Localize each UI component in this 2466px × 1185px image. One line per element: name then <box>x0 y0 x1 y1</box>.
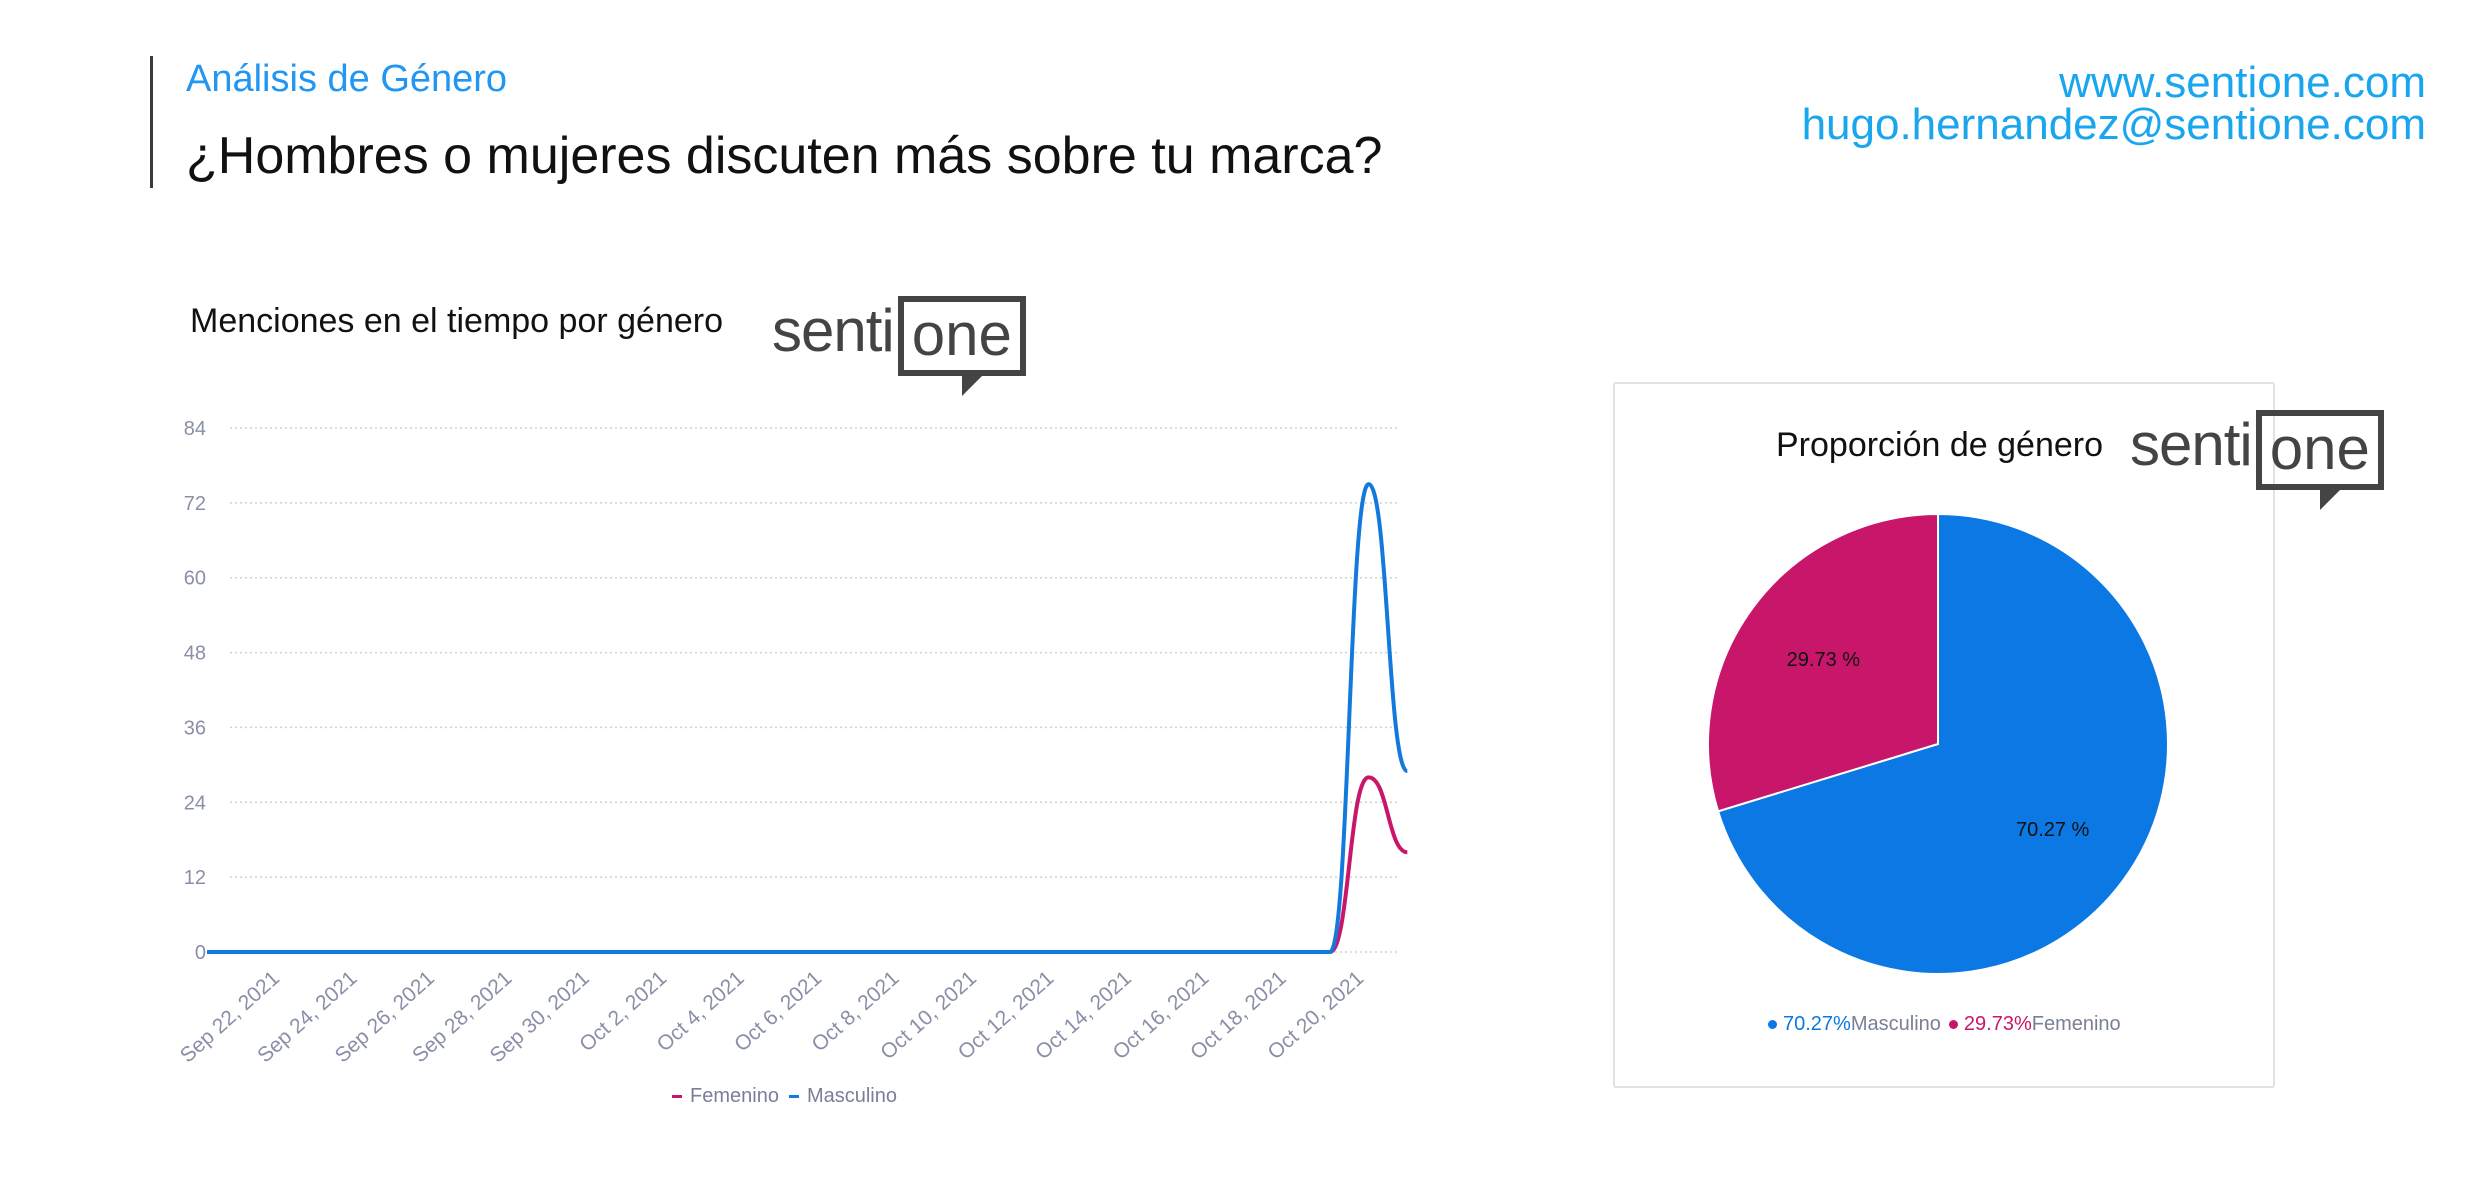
logo-tail <box>2319 488 2342 510</box>
series-line-masculino[interactable] <box>207 482 1410 954</box>
y-tick-label: 84 <box>184 418 206 440</box>
header-divider <box>150 56 153 188</box>
logo-text: senti <box>2130 411 2253 478</box>
legend-item-femenino[interactable]: Femenino <box>672 1085 779 1108</box>
pie-slice-femenino[interactable] <box>1707 512 1939 813</box>
logo-box: one <box>2255 410 2384 510</box>
pie-slice-masculino[interactable] <box>1716 512 2169 975</box>
legend-item-masculino[interactable]: Masculino <box>788 1085 897 1108</box>
y-tick-label: 72 <box>184 493 206 515</box>
page-title: ¿Hombres o mujeres discuten más sobre tu… <box>186 127 1383 185</box>
legend-item-femenino[interactable]: 29.73% Femenino <box>1948 1013 2121 1036</box>
logo-box-text: one <box>911 301 1012 368</box>
legend-label-masculino: Masculino <box>1850 1013 1941 1035</box>
legend-dot-femenino <box>1948 1020 1958 1029</box>
line-chart-legend: Femenino Masculino <box>672 1085 897 1108</box>
legend-dot-masculino <box>1768 1020 1777 1029</box>
legend-label-femenino: Femenino <box>2031 1013 2121 1035</box>
pie-slice-label: 70.27 % <box>2016 819 2090 841</box>
pie-chart-legend: 70.27% Masculino 29.73% Femenino <box>1768 1013 2121 1036</box>
logo-tail <box>961 374 984 396</box>
pie-slice-label: 29.73 % <box>1787 649 1861 671</box>
series-line-femenino[interactable] <box>207 775 1408 954</box>
legend-swatch-masculino <box>788 1095 799 1098</box>
y-tick-label: 36 <box>184 717 206 739</box>
pie-chart: 70.27 % 29.73 % <box>1707 512 2169 975</box>
email-link[interactable]: hugo.hernandez@sentione.com <box>1801 100 2426 149</box>
section-label: Análisis de Género <box>186 58 508 100</box>
logo-box: one <box>897 296 1026 396</box>
contact-info: www.sentione.com hugo.hernandez@sentione… <box>1801 58 2426 149</box>
pie-chart-title: Proporción de género <box>1776 426 2104 464</box>
logo-text: senti <box>772 297 895 364</box>
legend-value-masculino: 70.27% <box>1783 1013 1851 1035</box>
logo-box-text: one <box>2269 415 2370 482</box>
sentione-logo: senti one <box>772 296 1026 396</box>
legend-label-femenino: Femenino <box>690 1085 779 1107</box>
y-tick-label: 12 <box>184 867 206 889</box>
series-lines <box>207 482 1410 954</box>
y-tick-label: 0 <box>195 942 206 964</box>
y-tick-labels: 0 12 24 36 48 60 72 84 <box>184 418 206 964</box>
legend-value-femenino: 29.73% <box>1963 1013 2032 1035</box>
legend-label-masculino: Masculino <box>806 1085 897 1107</box>
legend-item-masculino[interactable]: 70.27% Masculino <box>1768 1013 1941 1036</box>
y-tick-label: 60 <box>184 568 206 590</box>
y-tick-label: 48 <box>184 643 206 665</box>
sentione-logo-pie: senti one <box>2130 410 2384 510</box>
grid-lines <box>230 427 1400 953</box>
y-tick-label: 24 <box>184 792 206 814</box>
legend-swatch-femenino <box>672 1095 682 1098</box>
line-chart-title: Menciones en el tiempo por género <box>190 302 723 340</box>
website-link[interactable]: www.sentione.com <box>2059 58 2426 107</box>
